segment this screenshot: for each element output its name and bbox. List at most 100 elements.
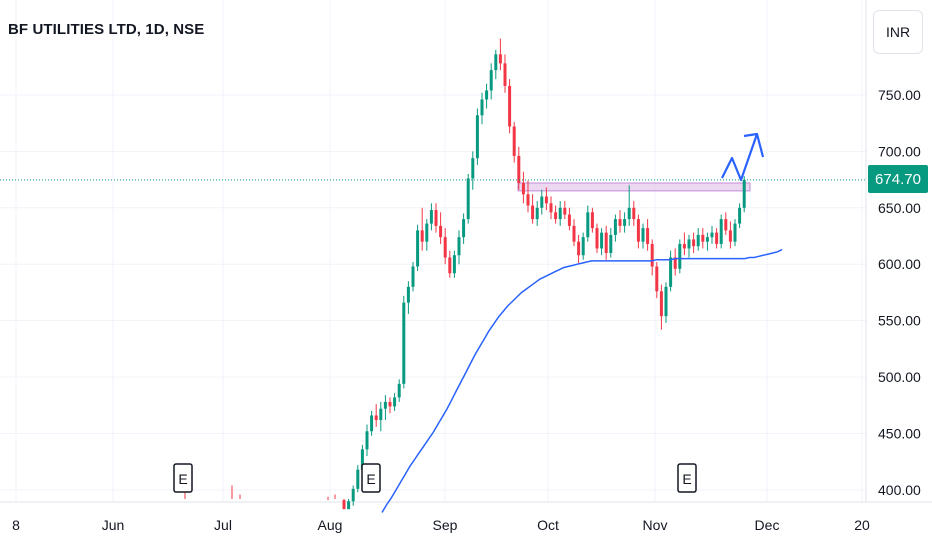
candle-body: [439, 225, 443, 238]
y-tick-label: 700.00: [878, 143, 921, 159]
candle-body: [356, 469, 360, 489]
candle-body: [682, 243, 686, 249]
candle-body: [632, 207, 636, 220]
currency-button[interactable]: INR: [873, 10, 923, 54]
candle-body: [462, 219, 466, 238]
candle-body: [347, 501, 351, 510]
candle-body: [664, 286, 668, 317]
x-tick-label: 8: [12, 517, 20, 533]
projection-arrowhead: [743, 132, 765, 158]
candle-body: [590, 212, 594, 229]
candle-body: [402, 302, 406, 384]
candle-body: [411, 266, 415, 287]
earnings-marker-label: E: [682, 471, 691, 487]
candle-body: [581, 237, 585, 256]
candle-body: [696, 234, 700, 247]
candle-body: [641, 228, 645, 242]
candle-body: [342, 500, 346, 510]
candle-body: [618, 219, 622, 226]
candle-body: [659, 291, 663, 317]
candle-body: [544, 196, 548, 204]
candle-body: [425, 223, 429, 242]
candle-body: [678, 243, 682, 269]
candle-body: [429, 210, 433, 224]
earnings-marker-label: E: [366, 471, 375, 487]
x-tick-label: Jul: [214, 517, 232, 533]
candle-body: [393, 397, 397, 407]
candle-body: [360, 449, 364, 470]
candle-body: [457, 237, 461, 256]
candle-body: [452, 255, 456, 274]
candle-body: [673, 257, 677, 269]
candle-body: [498, 54, 502, 64]
x-tick-label: Dec: [755, 517, 780, 533]
candle-body: [724, 219, 728, 231]
candle-body: [728, 230, 732, 242]
earnings-marker-label: E: [178, 471, 187, 487]
candle-body: [503, 63, 507, 86]
candle-body: [719, 219, 723, 244]
candle-body: [636, 219, 640, 242]
candle-body: [370, 415, 374, 432]
candle-body: [351, 488, 355, 502]
x-tick-label: Aug: [318, 517, 343, 533]
candle-body: [646, 228, 650, 244]
candle-body: [655, 266, 659, 292]
x-tick-label: Nov: [643, 517, 668, 533]
candle-body: [475, 115, 479, 159]
moving-average-line: [381, 248, 783, 513]
candle-body: [609, 234, 613, 253]
candle-body: [489, 70, 493, 91]
candle-body: [365, 431, 369, 450]
candle-body: [383, 401, 387, 409]
candle-body: [512, 126, 516, 156]
candle-body: [567, 214, 571, 226]
candle-body: [420, 230, 424, 242]
candle-body: [669, 257, 673, 287]
candle-body: [480, 99, 484, 116]
resistance-zone: [517, 182, 751, 192]
candle-body: [508, 85, 512, 127]
candle-body: [733, 223, 737, 242]
candle-body: [443, 237, 447, 258]
candle-body: [540, 196, 544, 208]
candle-body: [604, 232, 608, 253]
candle-body: [526, 194, 530, 206]
candle-body: [563, 207, 567, 215]
candle-body: [416, 230, 420, 267]
earnings-marker: [173, 463, 193, 493]
candle-body: [448, 257, 452, 274]
candle-body: [466, 178, 470, 220]
earnings-marker: [361, 463, 381, 493]
candle-body: [627, 207, 631, 220]
projection-arrow: [721, 133, 759, 182]
candle-body: [710, 232, 714, 238]
candle-body: [650, 243, 654, 267]
earnings-marker: [677, 463, 697, 493]
candle-body: [397, 383, 401, 398]
candle-body: [549, 203, 553, 213]
candle-body: [485, 90, 489, 100]
candle-body: [406, 286, 410, 303]
candle-body: [687, 239, 691, 249]
last-price-label: 674.70: [868, 165, 928, 193]
candle-body: [595, 228, 599, 249]
x-tick-label: Sep: [433, 517, 458, 533]
candle-body: [742, 179, 746, 208]
candle-body: [692, 239, 696, 247]
candle-body: [388, 401, 392, 407]
y-tick-label: 750.00: [878, 87, 921, 103]
y-tick-label: 450.00: [878, 426, 921, 442]
candle-body: [586, 212, 590, 238]
candle-body: [558, 207, 562, 220]
candle-body: [623, 219, 627, 226]
candle-body: [374, 415, 378, 420]
y-tick-label: 400.00: [878, 482, 921, 498]
y-tick-label: 600.00: [878, 256, 921, 272]
candle-body: [715, 232, 719, 244]
y-tick-label: 550.00: [878, 313, 921, 329]
y-tick-label: 500.00: [878, 369, 921, 385]
candle-body: [738, 207, 742, 224]
candle-body: [521, 182, 525, 195]
